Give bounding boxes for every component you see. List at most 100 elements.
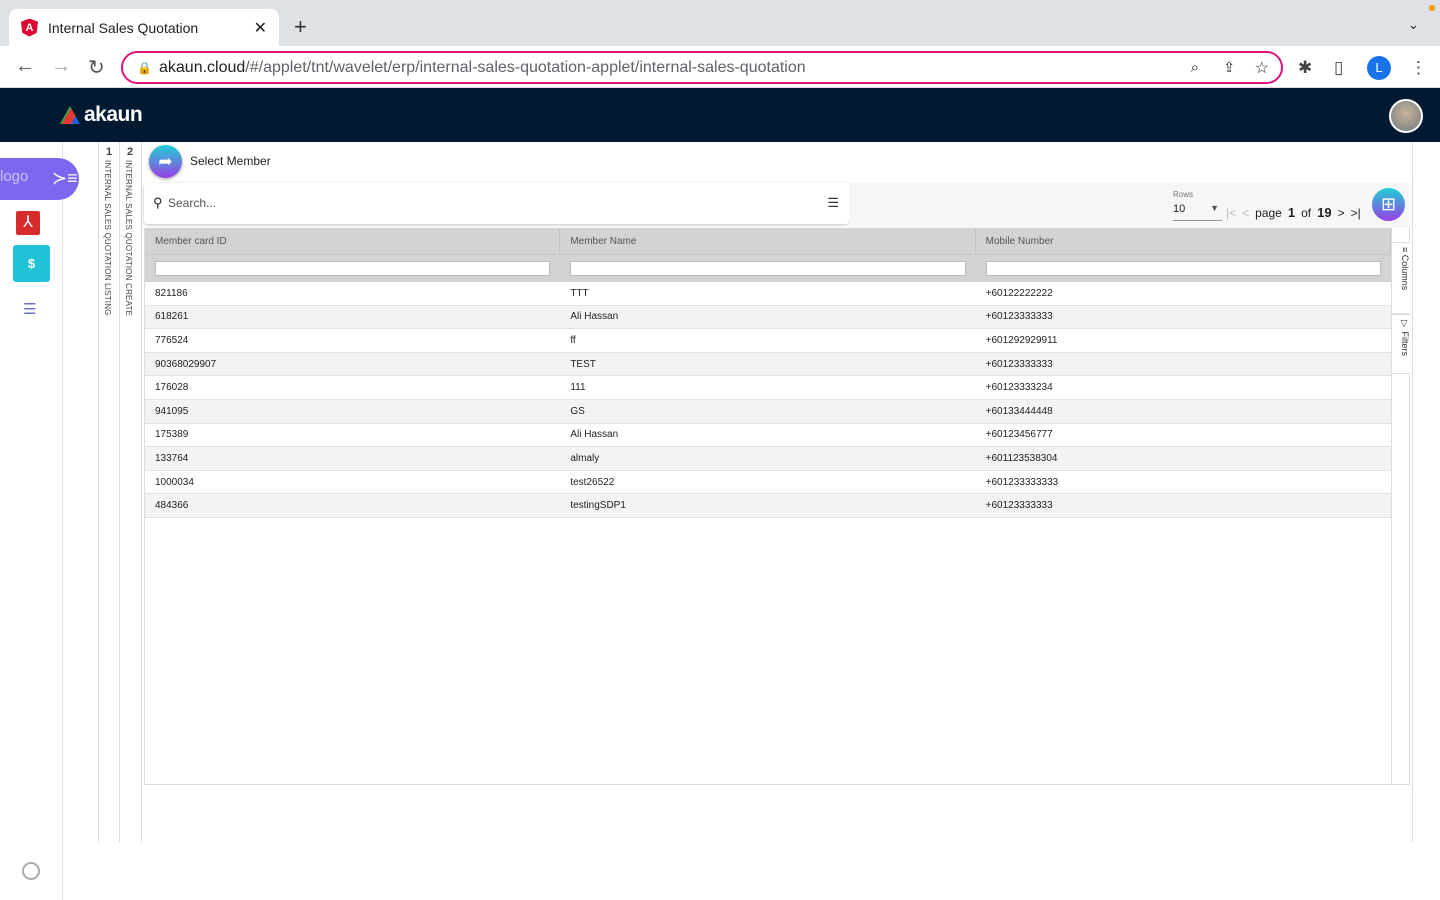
table-cell: +60122222222: [985, 287, 1053, 299]
angular-icon: A: [21, 18, 38, 37]
browser-tab[interactable]: A Internal Sales Quotation ✕: [9, 9, 279, 46]
filter-icon[interactable]: ☰: [827, 195, 839, 210]
extensions-icon[interactable]: ✱: [1298, 58, 1313, 77]
search-input[interactable]: ⚲ Search... ☰: [144, 183, 849, 224]
side-panel: ≡ Columns ▽ Filters: [1392, 228, 1410, 785]
table-cell: 618261: [155, 311, 189, 323]
sidepanel-icon[interactable]: ▯: [1334, 58, 1344, 77]
table-cell: 484366: [155, 500, 189, 512]
table-cell: 111: [570, 382, 586, 394]
update-indicator: [1429, 5, 1435, 11]
table-cell: +60123333333: [985, 358, 1053, 370]
zoom-icon[interactable]: ⌕: [1190, 59, 1199, 76]
page-title: Select Member: [190, 154, 271, 168]
sidebar-logo[interactable]: logo ≻≡: [0, 158, 79, 200]
table-row[interactable]: 484366 testingSDP1 +60123333333: [145, 494, 1391, 518]
table-cell: ff: [570, 334, 576, 346]
columns-icon: ≡: [1400, 247, 1410, 255]
table-cell: 90368029907: [155, 358, 217, 370]
tab-search-chevron-icon[interactable]: ⌄: [1408, 17, 1419, 32]
table-cell: +60133444448: [985, 405, 1053, 417]
content-panel: [141, 142, 1413, 842]
table-cell: +60123456777: [985, 429, 1053, 441]
table-cell: TEST: [570, 358, 596, 370]
table-cell: +601233333333: [985, 476, 1059, 488]
akaun-logo[interactable]: akaun: [60, 103, 143, 127]
rows-label: Rows: [1173, 190, 1194, 199]
table-row[interactable]: 90368029907 TEST +60123333333: [145, 352, 1391, 377]
table-cell: +601123538304: [985, 452, 1058, 464]
table-row[interactable]: 821186 TTT +60122222222: [145, 282, 1391, 306]
prev-page-icon[interactable]: <: [1242, 205, 1250, 220]
table-cell: GS: [570, 405, 585, 417]
member-table: Member card ID Member Name Mobile Number…: [144, 228, 1392, 785]
tab-listing[interactable]: 1 INTERNAL SALES QUOTATION LISTING: [98, 142, 119, 842]
reload-icon[interactable]: ↻: [88, 57, 105, 79]
last-page-icon[interactable]: >|: [1350, 205, 1361, 220]
column-header[interactable]: Mobile Number: [976, 228, 1391, 254]
user-icon[interactable]: [22, 862, 40, 880]
pager-bar: [849, 183, 1410, 228]
address-bar[interactable]: 🔒 akaun.cloud/#/applet/tnt/wavelet/erp/in…: [121, 51, 1283, 84]
table-cell: +60123333333: [985, 500, 1053, 512]
table-cell: 941095: [155, 405, 189, 417]
table-cell: 176028: [155, 382, 189, 394]
menu-icon[interactable]: ⋮: [1410, 58, 1427, 77]
sidebar-quotation-icon[interactable]: $: [13, 245, 50, 282]
table-row[interactable]: 1000034 test26522 +601233333333: [145, 471, 1391, 495]
table-row[interactable]: 618261 Ali Hassan +60123333333: [145, 305, 1391, 330]
table-cell: 1000034: [155, 476, 194, 488]
forward-icon[interactable]: →: [51, 55, 71, 77]
back-icon[interactable]: ←: [15, 55, 35, 77]
filter-mobile-number[interactable]: [985, 261, 1381, 276]
column-header[interactable]: Member card ID: [145, 228, 561, 254]
new-tab-button[interactable]: +: [294, 14, 307, 39]
table-cell: 175389: [155, 429, 189, 441]
table-cell: Ali Hassan: [570, 311, 619, 323]
table-row[interactable]: 176028 111 +60123333234: [145, 376, 1391, 400]
filters-tab[interactable]: ▽ Filters: [1392, 314, 1410, 374]
search-icon: ⚲: [153, 195, 163, 210]
profile-avatar[interactable]: L: [1367, 56, 1391, 80]
logo-triangle-icon: [60, 106, 80, 124]
filter-row: [145, 254, 1391, 282]
share-icon[interactable]: ⇪: [1223, 59, 1235, 75]
sidebar-list-icon[interactable]: ☰: [23, 301, 37, 318]
back-button[interactable]: ➦: [149, 145, 182, 178]
column-header[interactable]: Member Name: [560, 228, 976, 254]
table-cell: +60123333333: [985, 311, 1053, 323]
filter-funnel-icon: ▽: [1400, 319, 1410, 332]
table-cell: +601292929911: [985, 334, 1058, 346]
rows-select[interactable]: 10 ▼: [1173, 203, 1222, 221]
tab-title: Internal Sales Quotation: [48, 19, 199, 36]
filter-member-card-id[interactable]: [155, 261, 551, 276]
next-page-icon[interactable]: >: [1337, 205, 1345, 220]
table-cell: 821186: [155, 287, 188, 299]
close-tab-icon[interactable]: ✕: [253, 19, 267, 37]
table-header: Member card ID Member Name Mobile Number: [145, 228, 1391, 254]
sidebar-pdf-icon[interactable]: ⅄: [16, 211, 40, 235]
grid-view-button[interactable]: ⊞: [1372, 188, 1405, 221]
caret-down-icon: ▼: [1210, 203, 1219, 213]
pagination: |< < page 1 of 19 > >|: [1226, 205, 1361, 220]
filter-member-name[interactable]: [570, 261, 966, 276]
table-cell: almaly: [570, 452, 600, 464]
table-row[interactable]: 941095 GS +60133444448: [145, 399, 1391, 424]
table-cell: testingSDP1: [570, 500, 626, 512]
star-icon[interactable]: ☆: [1254, 60, 1269, 77]
user-avatar[interactable]: [1389, 99, 1423, 133]
table-cell: 133764: [155, 452, 189, 464]
table-row[interactable]: 175389 Ali Hassan +60123456777: [145, 424, 1391, 448]
menu-toggle-icon[interactable]: ≻≡: [52, 168, 78, 188]
tab-create[interactable]: 2 INTERNAL SALES QUOTATION CREATE: [119, 142, 140, 842]
table-cell: TTT: [570, 287, 589, 299]
first-page-icon[interactable]: |<: [1226, 205, 1237, 220]
columns-tab[interactable]: ≡ Columns: [1392, 242, 1410, 314]
table-row[interactable]: 776524 ff +601292929911: [145, 329, 1391, 353]
app-header: [0, 88, 1440, 142]
table-cell: 776524: [155, 334, 189, 346]
browser-toolbar: [0, 46, 1440, 88]
table-cell: Ali Hassan: [570, 429, 619, 441]
table-row[interactable]: 133764 almaly +601123538304: [145, 447, 1391, 471]
table-cell: +60123333234: [985, 382, 1053, 394]
